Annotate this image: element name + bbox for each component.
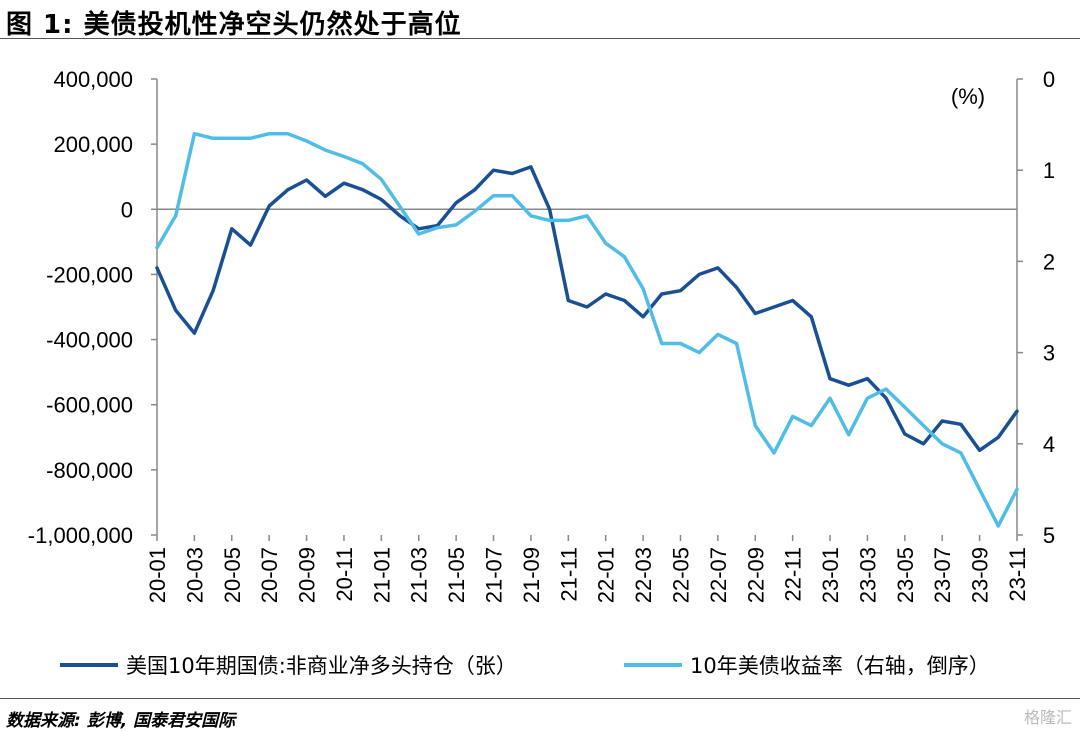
x-tick-label: 23-07: [930, 547, 955, 603]
legend-label-yield: 10年美债收益率（右轴，倒序）: [690, 654, 990, 678]
x-tick-label: 21-03: [407, 547, 432, 603]
left-tick-label: 200,000: [53, 132, 133, 157]
x-tick-label: 20-11: [332, 547, 357, 602]
series-line-positions: [155, 165, 1019, 453]
x-tick-label: 23-03: [855, 547, 880, 603]
left-tick-label: -600,000: [46, 393, 133, 418]
x-tick-label: 20-05: [220, 547, 245, 603]
right-axis-unit: (%): [951, 84, 985, 109]
title-divider: [0, 38, 1080, 39]
right-tick-label: 5: [1043, 523, 1055, 548]
chart-legend: 美国10年期国债:非商业净多头持仓（张） 10年美债收益率（右轴，倒序）: [0, 650, 1080, 680]
legend-label-positions: 美国10年期国债:非商业净多头持仓（张）: [126, 654, 517, 678]
x-tick-label: 23-05: [893, 547, 918, 603]
x-tick-label: 21-11: [556, 547, 581, 602]
x-tick-label: 21-09: [519, 547, 544, 603]
x-tick-label: 22-01: [594, 547, 619, 603]
x-tick-label: 20-07: [257, 547, 282, 603]
right-tick-label: 1: [1043, 158, 1055, 183]
x-tick-label: 22-09: [743, 547, 768, 603]
legend-item-yield: 10年美债收益率（右轴，倒序）: [624, 650, 990, 680]
left-tick-label: -200,000: [46, 262, 133, 287]
right-tick-label: 4: [1043, 432, 1055, 457]
line-chart: -1,000,000 -800,000 -600,000 -400,000 -200,0…: [28, 67, 1055, 603]
right-tick-label: 2: [1043, 249, 1055, 274]
figure-title: 图 1: 美债投机性净空头仍然处于高位: [6, 10, 462, 40]
x-tick-label: 21-01: [369, 547, 394, 603]
x-tick-label: 23-09: [968, 547, 993, 603]
x-tick-label: 20-03: [182, 547, 207, 603]
x-tick-label: 21-05: [444, 547, 469, 603]
x-tick-label: 23-01: [818, 547, 843, 603]
x-tick-label: 21-07: [482, 547, 507, 603]
watermark-logo: 格隆汇: [1023, 708, 1072, 727]
left-tick-label: 400,000: [53, 67, 133, 92]
right-tick-label: 0: [1043, 67, 1055, 92]
x-tick-label: 22-07: [706, 547, 731, 603]
source-note: 数据来源: 彭博, 国泰君安国际: [6, 711, 236, 731]
source-divider: [0, 698, 1080, 699]
legend-item-positions: 美国10年期国债:非商业净多头持仓（张）: [60, 650, 517, 680]
legend-swatch-positions: [60, 663, 118, 667]
x-tick-label: 22-05: [668, 547, 693, 603]
legend-swatch-yield: [624, 663, 682, 667]
left-tick-label: -1,000,000: [28, 523, 133, 548]
x-tick-label: 22-11: [781, 547, 806, 602]
right-tick-label: 3: [1043, 341, 1055, 366]
series-line-yield: [155, 131, 1019, 528]
left-tick-label: -400,000: [46, 328, 133, 353]
x-tick-label: 20-09: [295, 547, 320, 603]
x-tick-label: 23-11: [1005, 547, 1030, 602]
x-tick-label: 22-03: [631, 547, 656, 603]
left-tick-label: 0: [121, 197, 133, 222]
left-tick-label: -800,000: [46, 458, 133, 483]
x-tick-label: 20-01: [145, 547, 170, 603]
